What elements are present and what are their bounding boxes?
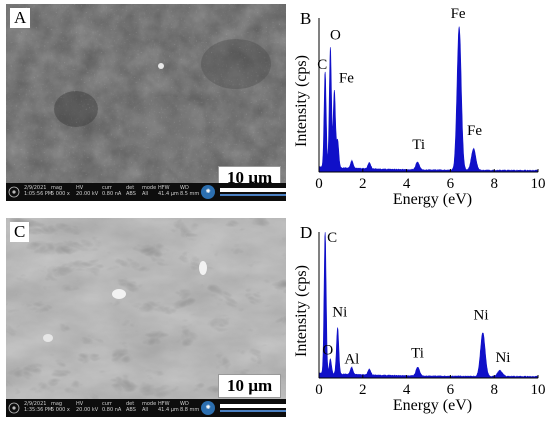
info-time: 1:35:36 PM: [24, 407, 53, 413]
eds-spectrum-b: B 0 2 4 6 8 10 Energy (eV) Intensity (cps) CO Fe Ti…: [293, 6, 546, 208]
peak-label: Ti: [412, 137, 425, 153]
peak-label: O: [322, 343, 333, 359]
info-mode-label: mode: [142, 401, 157, 407]
peak-label: C: [327, 230, 337, 246]
microscope-logo-icon: [8, 186, 20, 198]
info-hfw-value: 41.4 µm: [158, 407, 179, 413]
info-det-label: det: [126, 401, 135, 407]
peak-label: Ti: [411, 346, 424, 362]
x-tick-label: 2: [359, 382, 367, 398]
peak-label: C: [317, 57, 327, 73]
eds-spectrum-d: D 0 2 4 6 8 10 Energy (eV) Intensity (cps) C Ni O Al…: [293, 223, 546, 414]
info-mode-value: All: [142, 407, 149, 413]
info-hv-value: 20.00 kV: [76, 407, 99, 413]
scale-label-c: 10 µm: [218, 374, 282, 398]
info-hv-label: HV: [76, 401, 84, 407]
x-tick-label: 8: [490, 382, 498, 398]
x-tick-label: 4: [403, 176, 411, 192]
x-tick-label: 0: [315, 176, 323, 192]
scale-bar-accent: [220, 410, 286, 412]
info-det-label: det: [126, 185, 135, 191]
x-tick-label: 0: [315, 382, 323, 398]
info-mag-label: mag: [51, 185, 63, 191]
sem-image-a: A 10 µm 2/9/2021 1:05:56 PM mag 5 000 x HV…: [6, 4, 286, 201]
peak-label: Fe: [451, 6, 466, 22]
info-date: 2/9/2021: [24, 185, 47, 191]
x-tick-label: 6: [447, 382, 455, 398]
panel-letter: B: [300, 9, 311, 28]
sem-info-bar-a: 2/9/2021 1:05:56 PM mag 5 000 x HV 20.00 kV…: [6, 183, 286, 201]
info-det-value: ABS: [126, 191, 136, 197]
microscope-logo-icon: [8, 402, 20, 414]
info-mode-label: mode: [142, 185, 157, 191]
peak-label: Ni: [332, 305, 347, 321]
thermo-logo-icon: ✺: [201, 401, 215, 415]
scale-bar-accent: [220, 194, 286, 196]
peak-label: Ni: [495, 350, 510, 366]
peak-label: Fe: [339, 71, 354, 87]
info-mag-value: 5 000 x: [51, 191, 70, 197]
scale-bar: [220, 404, 286, 408]
info-hfw-label: HFW: [158, 401, 170, 407]
scale-bar: [220, 188, 286, 192]
info-curr-value: 0.80 nA: [102, 191, 122, 197]
info-curr-value: 0.80 nA: [102, 407, 122, 413]
info-hfw-value: 41.4 µm: [158, 191, 179, 197]
info-hv-label: HV: [76, 185, 84, 191]
x-tick-label: 2: [359, 176, 367, 192]
info-hfw-label: HFW: [158, 185, 170, 191]
info-det-value: ABS: [126, 407, 136, 413]
info-wd-label: WD: [180, 185, 189, 191]
sem-texture-c: [6, 218, 286, 417]
info-mode-value: All: [142, 191, 149, 197]
y-axis-label: Intensity (cps): [293, 55, 310, 147]
peak-label: Al: [344, 351, 359, 367]
info-wd-label: WD: [180, 401, 189, 407]
info-mag-value: 5 000 x: [51, 407, 70, 413]
x-tick-label: 8: [490, 176, 498, 192]
spectrum-trace: [318, 26, 539, 173]
info-curr-label: curr: [102, 185, 112, 191]
info-wd-value: 8.5 mm: [180, 191, 200, 197]
x-tick-label: 4: [403, 382, 411, 398]
x-tick-label: 10: [531, 382, 546, 398]
peak-label: Fe: [467, 123, 482, 139]
sem-image-c: C 10 µm 2/9/2021 1:35:36 PM mag 5 000 x HV…: [6, 218, 286, 417]
panel-letter-c: C: [10, 222, 30, 242]
info-hv-value: 20.00 kV: [76, 191, 99, 197]
sem-info-bar-c: 2/9/2021 1:35:36 PM mag 5 000 x HV 20.00 kV…: [6, 399, 286, 417]
spectrum-trace: [318, 232, 539, 379]
info-wd-value: 8.8 mm: [180, 407, 200, 413]
thermo-logo-icon: ✺: [201, 185, 215, 199]
panel-letter-a: A: [10, 8, 31, 28]
x-tick-label: 10: [531, 176, 546, 192]
peak-label: Ni: [474, 308, 489, 324]
info-time: 1:05:56 PM: [24, 191, 53, 197]
peak-label: O: [330, 28, 341, 44]
info-curr-label: curr: [102, 401, 112, 407]
x-tick-label: 6: [447, 176, 455, 192]
panel-letter: D: [300, 223, 312, 242]
info-mag-label: mag: [51, 401, 63, 407]
y-axis-label: Intensity (cps): [293, 265, 310, 357]
info-date: 2/9/2021: [24, 401, 47, 407]
x-axis-label: Energy (eV): [393, 191, 472, 208]
x-axis-label: Energy (eV): [393, 397, 472, 414]
